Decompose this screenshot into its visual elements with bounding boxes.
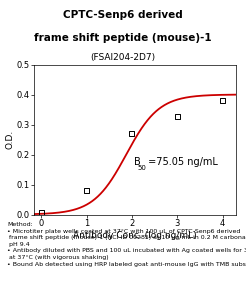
Point	[175, 114, 179, 118]
Point	[130, 131, 134, 136]
Text: CPTC-Senp6 derived: CPTC-Senp6 derived	[63, 10, 183, 20]
X-axis label: Antibody Conc. (log ng/mL): Antibody Conc. (log ng/mL)	[74, 231, 197, 240]
Point	[221, 98, 225, 103]
Text: =75.05 ng/mL: =75.05 ng/mL	[145, 157, 218, 167]
Y-axis label: O.D.: O.D.	[6, 130, 15, 149]
Point	[85, 188, 89, 193]
Text: B: B	[134, 157, 141, 167]
Text: (FSAI204-2D7): (FSAI204-2D7)	[91, 52, 155, 62]
Text: frame shift peptide (mouse)-1: frame shift peptide (mouse)-1	[34, 32, 212, 43]
Text: 50: 50	[138, 165, 147, 171]
Point	[39, 210, 43, 214]
Text: Method:
• Microtiter plate wells coated at 37°C with 100 uL of CPTC-Senp6 derive: Method: • Microtiter plate wells coated …	[7, 222, 246, 267]
